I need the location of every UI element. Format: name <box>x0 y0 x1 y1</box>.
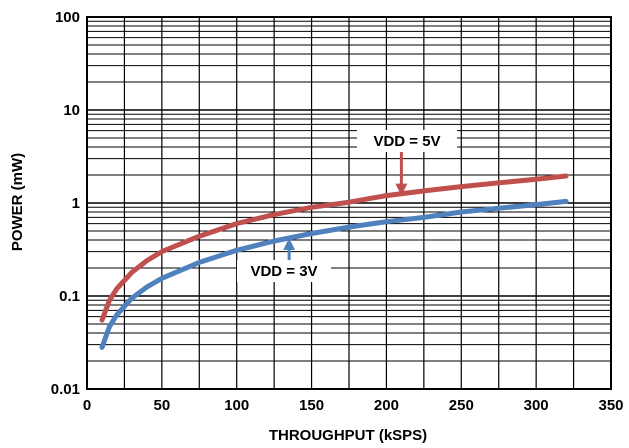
x-tick-label: 300 <box>524 397 549 414</box>
series-line-vdd-5v <box>99 173 569 323</box>
tick-labels: 0 50 100 150 200 250 300 350 0.01 0.1 1 10 100 <box>51 9 624 414</box>
y-tick-label: 10 <box>63 102 80 119</box>
annotation-box <box>237 260 331 282</box>
x-axis-title: THROUGHPUT (kSPS) <box>269 427 427 444</box>
series-lines <box>99 173 569 350</box>
x-tick-label: 0 <box>83 397 91 414</box>
annotation-arrowhead <box>395 183 408 196</box>
y-axis-title: POWER (mW) <box>9 153 26 251</box>
annotations: VDD = 5V VDD = 3V <box>237 130 457 282</box>
y-tick-label: 1 <box>72 195 80 212</box>
x-tick-label: 200 <box>374 397 399 414</box>
annotation-arrowhead <box>283 238 296 251</box>
series-line-vdd-3v <box>99 198 569 350</box>
x-tick-label: 150 <box>299 397 324 414</box>
x-tick-label: 250 <box>449 397 474 414</box>
y-tick-label: 0.1 <box>59 288 80 305</box>
x-tick-label: 50 <box>154 397 171 414</box>
annotation-box <box>357 130 457 152</box>
annotation-label: VDD = 3V <box>250 263 317 280</box>
x-tick-label: 350 <box>598 397 623 414</box>
plot-frame <box>86 16 612 390</box>
annotation-label: VDD = 5V <box>373 133 440 150</box>
y-tick-label: 0.01 <box>51 381 80 398</box>
y-tick-label: 100 <box>55 9 80 26</box>
plot-border <box>86 16 612 390</box>
x-tick-label: 100 <box>224 397 249 414</box>
